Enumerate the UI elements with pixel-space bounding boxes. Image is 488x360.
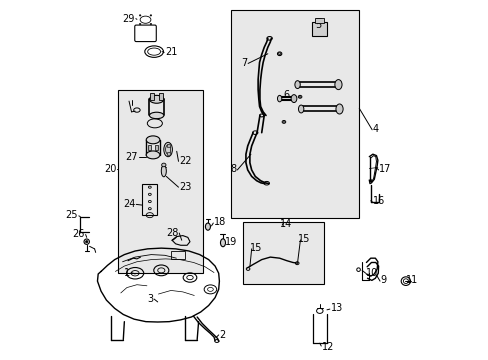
Bar — [230, 10, 359, 219]
Text: 23: 23 — [179, 182, 191, 192]
Ellipse shape — [139, 23, 141, 25]
Bar — [150, 93, 154, 100]
Text: 9: 9 — [380, 275, 386, 285]
Text: 3: 3 — [147, 294, 153, 304]
Text: 24: 24 — [123, 199, 135, 210]
Text: 7: 7 — [241, 58, 247, 68]
Bar — [147, 145, 151, 150]
Text: 21: 21 — [164, 46, 177, 57]
Ellipse shape — [294, 81, 300, 89]
Ellipse shape — [162, 163, 165, 167]
Ellipse shape — [146, 151, 160, 159]
Text: 20: 20 — [104, 163, 116, 174]
Text: 28: 28 — [166, 228, 178, 238]
Ellipse shape — [146, 136, 160, 144]
Ellipse shape — [161, 165, 166, 177]
Text: 26: 26 — [72, 229, 85, 239]
Ellipse shape — [220, 239, 225, 247]
Bar — [166, 144, 169, 147]
Bar — [242, 222, 324, 284]
Text: 29: 29 — [122, 14, 135, 24]
Text: 6: 6 — [283, 90, 289, 100]
Ellipse shape — [335, 104, 343, 114]
Ellipse shape — [150, 23, 151, 25]
Bar — [166, 152, 169, 155]
Text: 25: 25 — [65, 210, 78, 220]
Text: 5: 5 — [315, 20, 321, 30]
Text: 10: 10 — [366, 267, 378, 278]
Ellipse shape — [205, 223, 210, 230]
Bar — [118, 90, 202, 273]
Text: 15: 15 — [298, 234, 310, 244]
Text: 22: 22 — [179, 156, 191, 166]
Text: 8: 8 — [230, 164, 236, 174]
Ellipse shape — [277, 95, 281, 102]
Text: 12: 12 — [321, 342, 334, 352]
Text: 19: 19 — [224, 237, 237, 247]
Ellipse shape — [150, 15, 151, 16]
Ellipse shape — [163, 142, 172, 157]
Bar — [314, 18, 324, 23]
Text: 11: 11 — [405, 275, 417, 285]
Text: 14: 14 — [280, 220, 292, 229]
Bar — [171, 251, 185, 259]
Text: 27: 27 — [125, 152, 138, 162]
Bar — [142, 184, 157, 215]
Bar — [155, 145, 158, 150]
Ellipse shape — [290, 95, 296, 103]
Text: 2: 2 — [219, 330, 225, 340]
Ellipse shape — [298, 105, 303, 113]
Text: 13: 13 — [330, 303, 342, 314]
Text: 18: 18 — [214, 217, 226, 227]
Ellipse shape — [139, 15, 141, 16]
Ellipse shape — [149, 95, 163, 103]
Bar — [159, 93, 163, 100]
Ellipse shape — [334, 80, 341, 90]
Text: 16: 16 — [372, 196, 385, 206]
Text: 17: 17 — [379, 164, 391, 174]
Text: 4: 4 — [372, 124, 378, 134]
Text: 1: 1 — [124, 267, 130, 278]
Text: 15: 15 — [249, 243, 262, 253]
Bar — [311, 22, 326, 36]
Ellipse shape — [149, 112, 163, 119]
Ellipse shape — [85, 240, 88, 243]
